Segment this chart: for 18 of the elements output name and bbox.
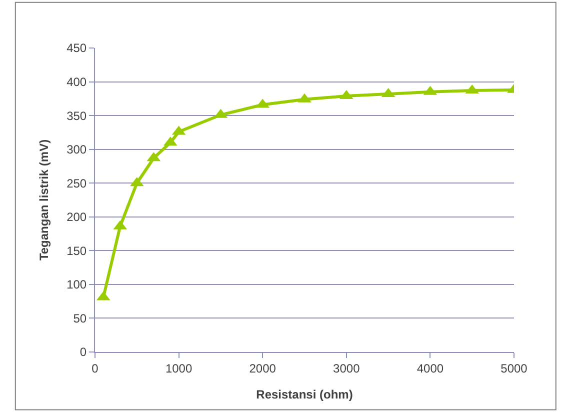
x-tick-label: 3000 <box>333 361 360 376</box>
x-tick-label: 5000 <box>500 361 528 376</box>
y-tick-label: 100 <box>66 278 87 292</box>
x-axis-title: Resistansi (ohm) <box>256 387 353 402</box>
x-tick-label: 2000 <box>249 361 276 376</box>
x-tick-label: 4000 <box>416 361 444 376</box>
y-tick-label: 50 <box>73 311 87 326</box>
x-tick-label: 1000 <box>165 361 192 376</box>
y-tick-label: 300 <box>66 142 87 157</box>
y-axis-title: Tegangan listrik (mV) <box>36 139 51 261</box>
y-tick-label: 400 <box>66 74 87 89</box>
y-tick-label: 0 <box>80 345 87 360</box>
y-tick-label: 200 <box>66 210 87 224</box>
x-tick-label: 0 <box>92 361 99 376</box>
y-tick-label: 350 <box>66 108 87 123</box>
y-tick-label: 450 <box>66 41 87 56</box>
y-tick-label: 150 <box>66 244 87 258</box>
y-tick-label: 250 <box>66 176 87 190</box>
